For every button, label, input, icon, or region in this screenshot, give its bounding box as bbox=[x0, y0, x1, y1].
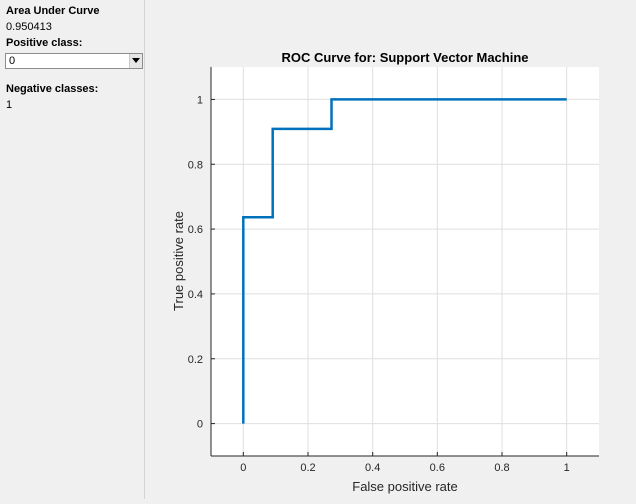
positive-class-value: 0 bbox=[9, 55, 16, 67]
chart-title: ROC Curve for: Support Vector Machine bbox=[281, 50, 528, 65]
roc-chart: 0 0.2 0.4 0.6 0.8 1 0 0.2 0.4 0.6 0.8 1 ROC Curve f… bbox=[171, 50, 599, 494]
positive-class-dropdown[interactable]: 0 bbox=[5, 53, 143, 69]
y-tick-label: 1 bbox=[197, 94, 203, 106]
x-tick-label: 0 bbox=[240, 462, 246, 474]
auc-value: 0.950413 bbox=[6, 21, 52, 33]
y-axis-label: True positive rate bbox=[171, 211, 186, 311]
x-tick-label: 0.8 bbox=[494, 462, 509, 474]
y-tick-label: 0.8 bbox=[188, 159, 203, 171]
plot-area: 0 0.2 0.4 0.6 0.8 1 0 0.2 0.4 0.6 0.8 1 ROC Curve f… bbox=[146, 0, 636, 499]
negative-classes-label: Negative classes: bbox=[6, 83, 99, 95]
y-tick-label: 0 bbox=[197, 419, 203, 431]
roc-curve-line bbox=[242, 98, 567, 424]
negative-classes-value: 1 bbox=[6, 99, 13, 111]
chevron-down-icon[interactable] bbox=[129, 54, 142, 68]
axes-background bbox=[211, 67, 599, 456]
y-tick-label: 0.4 bbox=[188, 289, 203, 301]
positive-class-label: Positive class: bbox=[6, 37, 83, 49]
y-tick-label: 0.6 bbox=[188, 224, 203, 236]
x-tick-label: 0.2 bbox=[300, 462, 315, 474]
x-axis-label: False positive rate bbox=[352, 479, 458, 494]
x-tick-label: 0.6 bbox=[430, 462, 445, 474]
x-tick-label: 0.4 bbox=[365, 462, 380, 474]
x-tick-label: 1 bbox=[564, 462, 570, 474]
auc-label: Area Under Curve bbox=[6, 5, 100, 17]
options-panel: Area Under Curve 0.950413 Positive class… bbox=[0, 0, 145, 499]
y-tick-label: 0.2 bbox=[188, 354, 203, 366]
